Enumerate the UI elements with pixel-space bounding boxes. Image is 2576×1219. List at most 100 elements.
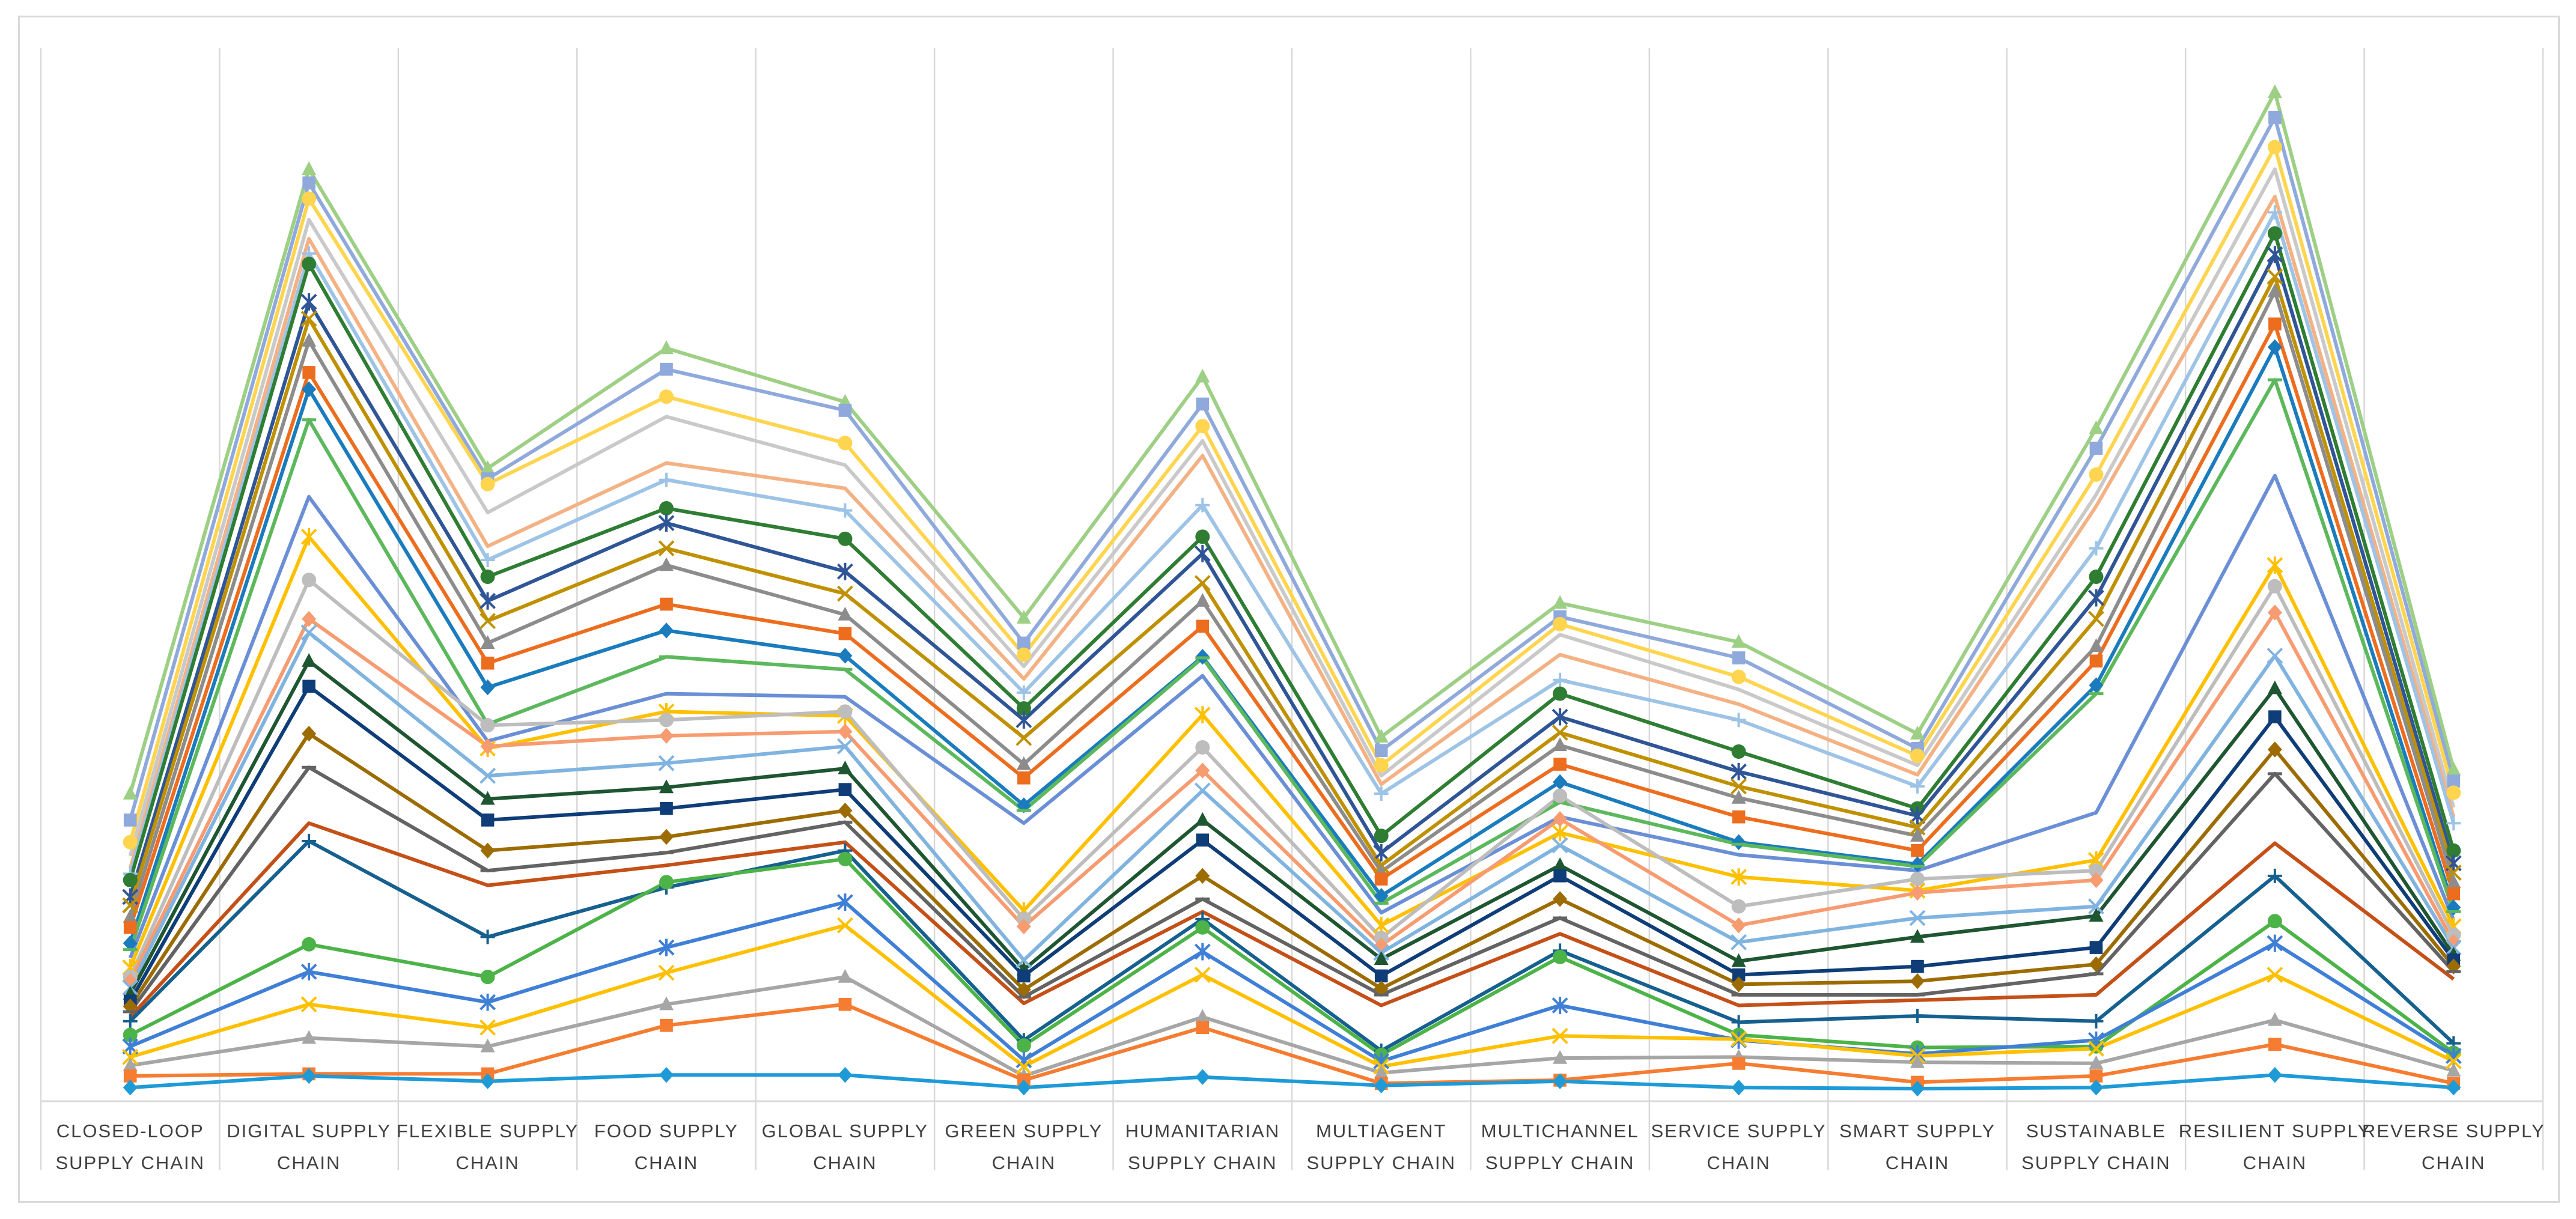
data-point-marker: [302, 191, 317, 206]
data-point-marker: [480, 1073, 495, 1089]
data-point-marker: [2267, 1066, 2282, 1083]
series-line-s22: [129, 765, 2455, 1013]
data-point-marker: [1194, 967, 1211, 983]
x-tick-label: FOOD SUPPLY CHAIN: [594, 1120, 738, 1173]
data-point-marker: [658, 938, 675, 956]
x-tick-label-line: SERVICE SUPPLY: [1651, 1120, 1826, 1141]
data-point-marker: [2268, 710, 2282, 723]
series-line-s5: [128, 195, 2456, 869]
x-tick-label-line: CHAIN: [2422, 1152, 2485, 1173]
data-point-marker: [1374, 969, 1388, 983]
data-point-marker: [300, 311, 317, 327]
x-tick-label: MULTIAGENT SUPPLY CHAIN: [1306, 1120, 1456, 1173]
data-point-marker: [1910, 779, 1925, 794]
data-point-marker: [123, 1069, 137, 1083]
data-point-marker: [838, 1066, 853, 1083]
data-point-marker: [2089, 420, 2104, 434]
series-markers: [122, 84, 2462, 1097]
x-tick-label: CLOSED-LOOP SUPPLY CHAIN: [55, 1120, 205, 1173]
data-point-marker: [1194, 545, 1211, 562]
series-line-s23: [129, 821, 2455, 1018]
data-point-marker: [838, 851, 853, 866]
data-point-marker: [838, 704, 853, 719]
data-point-marker: [837, 917, 853, 934]
x-tick-label: DIGITAL SUPPLY CHAIN: [227, 1120, 391, 1173]
data-point-marker: [1910, 749, 1925, 764]
data-point-marker: [1553, 758, 1567, 771]
data-point-marker: [2267, 579, 2282, 594]
series-line-s19: [129, 659, 2455, 995]
data-point-marker: [2267, 139, 2282, 154]
data-point-marker: [1015, 729, 1032, 746]
data-point-marker: [2446, 843, 2461, 858]
data-point-marker: [480, 718, 495, 733]
data-point-marker: [1195, 368, 1210, 383]
data-point-marker: [480, 738, 495, 755]
data-point-marker: [659, 472, 674, 487]
data-point-marker: [480, 635, 495, 649]
data-point-marker: [1016, 918, 1031, 935]
x-tick-label: RESILIENT SUPPLY CHAIN: [2179, 1120, 2371, 1173]
data-point-marker: [1553, 949, 1568, 964]
series-line-s14: [128, 473, 2456, 959]
series-line-s3: [128, 145, 2456, 843]
data-point-marker: [2089, 638, 2104, 652]
data-point-marker: [2267, 339, 2282, 356]
data-point-marker: [837, 585, 853, 602]
data-point-marker: [1731, 713, 1746, 728]
data-point-marker: [1731, 834, 1746, 850]
data-point-marker: [1374, 951, 1389, 965]
x-tick-label-line: CHAIN: [277, 1152, 341, 1173]
data-point-marker: [1732, 968, 1746, 982]
data-point-marker: [123, 1080, 138, 1096]
x-tick-label-line: CHAIN: [455, 1152, 519, 1173]
data-point-marker: [1374, 1065, 1389, 1079]
data-point-marker: [1194, 782, 1211, 799]
data-point-marker: [659, 875, 674, 890]
data-point-marker: [481, 656, 495, 670]
data-point-marker: [1731, 868, 1747, 886]
data-point-marker: [838, 802, 853, 819]
x-tick-label-line: SUPPLY CHAIN: [1306, 1152, 1456, 1173]
data-point-marker: [1731, 744, 1746, 759]
series-line-s6: [128, 210, 2456, 875]
data-point-marker: [1910, 884, 1925, 901]
data-point-marker: [481, 813, 495, 827]
data-point-marker: [480, 1019, 496, 1036]
data-point-marker: [838, 436, 853, 451]
data-point-marker: [2088, 589, 2104, 607]
data-point-marker: [123, 935, 138, 952]
data-point-marker: [2446, 934, 2461, 950]
data-point-marker: [2267, 914, 2282, 929]
data-point-marker: [1017, 636, 1031, 650]
data-point-marker: [2267, 268, 2283, 285]
data-point-marker: [1910, 929, 1925, 943]
data-point-marker: [1553, 774, 1568, 791]
data-point-marker: [1731, 934, 1747, 950]
x-tick-label-line: CHAIN: [813, 1152, 877, 1173]
data-point-marker: [302, 381, 317, 398]
data-point-marker: [1194, 575, 1211, 591]
data-point-marker: [1016, 610, 1031, 624]
data-point-marker: [123, 1057, 138, 1071]
data-point-marker: [123, 973, 138, 989]
x-tick-label-line: FOOD SUPPLY: [594, 1120, 738, 1141]
data-point-marker: [1553, 788, 1568, 803]
data-point-marker: [2267, 648, 2283, 664]
data-point-marker: [1731, 953, 1746, 967]
data-point-marker: [302, 1030, 317, 1044]
data-point-marker: [302, 1068, 317, 1084]
data-point-marker: [2446, 816, 2461, 831]
x-tick-label-line: SMART SUPPLY: [1839, 1120, 1996, 1141]
data-point-marker: [1553, 616, 1568, 631]
data-point-marker: [659, 501, 674, 516]
data-point-marker: [1194, 943, 1211, 961]
data-point-marker: [1016, 647, 1031, 662]
data-point-marker: [2267, 84, 2282, 99]
data-point-marker: [1909, 910, 1926, 926]
series-line-s28: [130, 975, 2455, 1078]
data-point-marker: [1553, 891, 1568, 907]
x-tick-label-line: MULTIAGENT: [1316, 1120, 1447, 1141]
data-point-marker: [838, 531, 853, 546]
data-point-marker: [1374, 828, 1389, 844]
